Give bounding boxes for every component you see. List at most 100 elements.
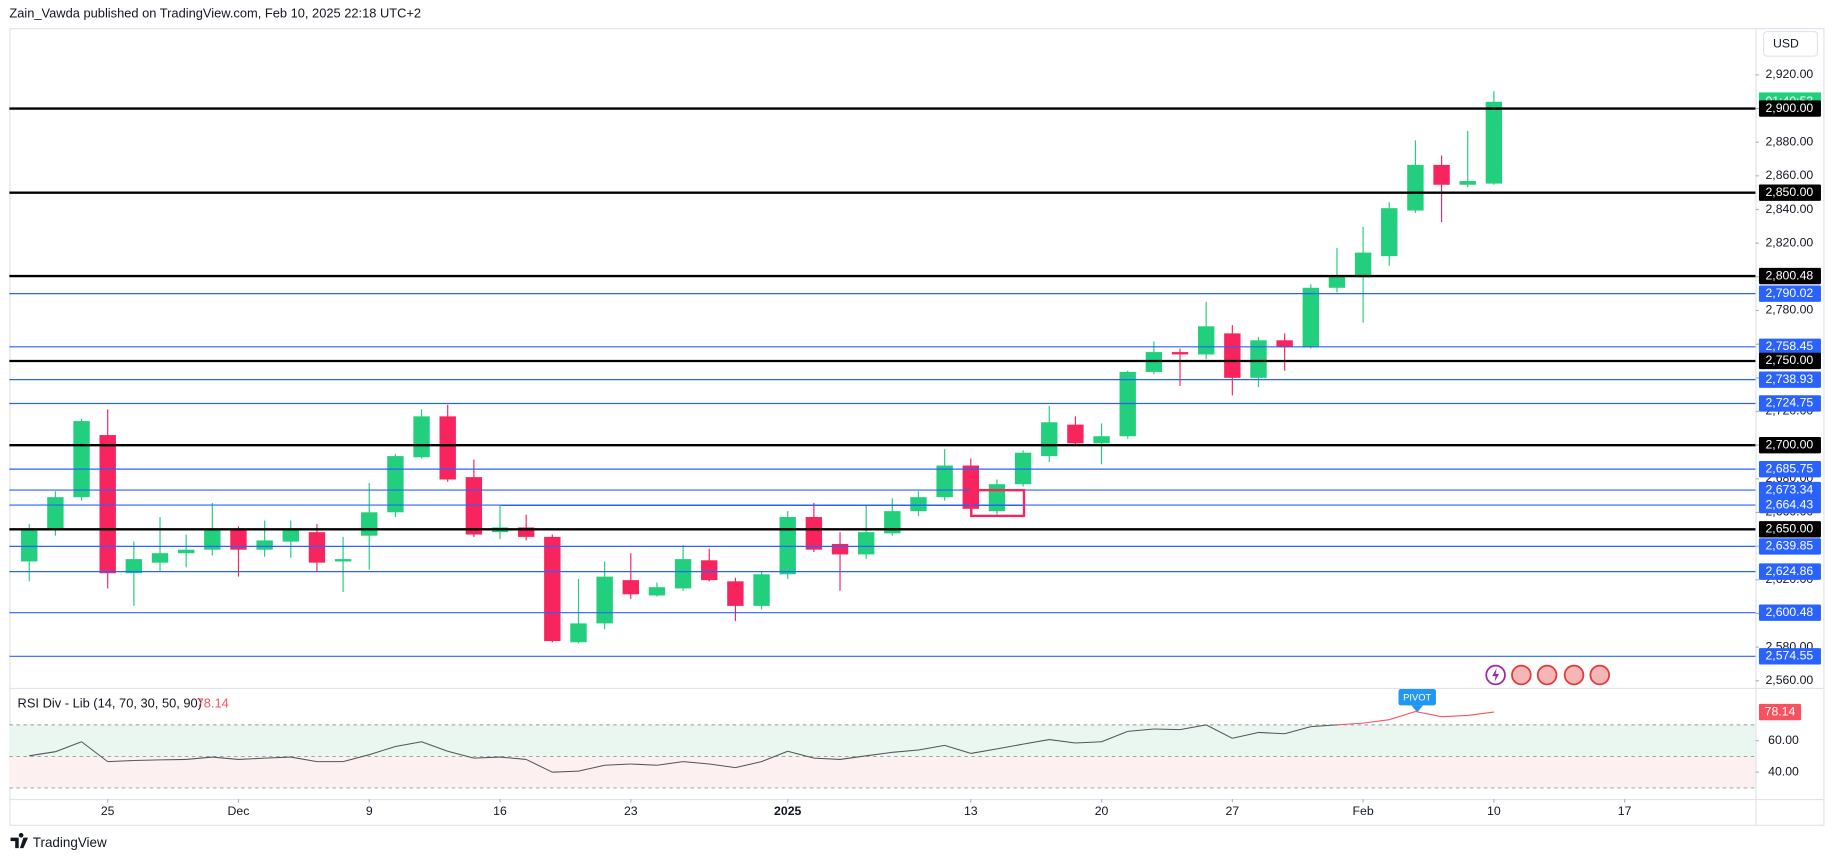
candle-body <box>988 484 1006 512</box>
level-tag <box>1758 481 1821 499</box>
rsi-line <box>421 741 448 752</box>
rsi-line <box>918 744 945 751</box>
rsi-line <box>1336 722 1364 726</box>
rsi-line <box>1284 726 1311 735</box>
candle-body <box>21 529 38 562</box>
candle-body <box>47 497 64 530</box>
rsi-line <box>238 757 265 760</box>
x-tick-label: 16 <box>493 804 507 818</box>
rsi-line <box>813 757 841 760</box>
level-tag <box>1758 184 1821 201</box>
y-tick-label: 2,880.00 <box>1765 134 1813 148</box>
frame <box>9 28 1825 826</box>
candle-body <box>1041 422 1058 457</box>
level-tag <box>1758 460 1821 478</box>
rsi-line <box>1049 739 1076 744</box>
candle-body <box>674 559 692 589</box>
rsi-line <box>1205 724 1233 739</box>
event-icon[interactable] <box>1511 664 1532 686</box>
rsi-line <box>787 750 815 759</box>
level-label: 2,624.86 <box>1765 564 1813 578</box>
candle-body <box>727 581 744 606</box>
plot <box>9 91 1756 789</box>
event-icon[interactable] <box>1589 664 1611 686</box>
rsi-line <box>107 760 134 763</box>
candle-body <box>204 529 221 550</box>
level-tag <box>1758 521 1821 538</box>
candle-body <box>570 623 587 643</box>
rsi-line <box>839 755 867 760</box>
level-tag <box>1758 496 1821 514</box>
x-tick-label: Feb <box>1353 804 1374 818</box>
rsi-line <box>369 745 396 756</box>
level-tag <box>1758 338 1821 355</box>
candle-body <box>465 477 483 535</box>
logo <box>10 832 29 849</box>
rsi-line <box>552 770 579 773</box>
rsi-line <box>55 741 82 753</box>
rsi-value-label: 78.14 <box>1765 704 1796 718</box>
candle-body <box>1250 340 1267 378</box>
level-label: 2,738.93 <box>1765 372 1813 386</box>
x-tick-label: 2025 <box>774 804 801 818</box>
level-label: 2,750.00 <box>1765 353 1813 367</box>
candle-body <box>517 527 535 537</box>
pivot-label: PIVOT <box>1403 692 1431 702</box>
candle-body <box>308 532 326 563</box>
rsi-line <box>1415 710 1442 718</box>
rsi-line <box>1232 731 1259 739</box>
y-tick-label: 2,820.00 <box>1765 235 1813 249</box>
currency-button[interactable] <box>1763 31 1819 57</box>
x-tick-label: 20 <box>1095 804 1109 818</box>
candle-body <box>1276 340 1293 348</box>
candle-body <box>151 553 169 563</box>
candle-body <box>1328 277 1346 288</box>
pivot-pointer <box>1411 705 1424 713</box>
candle-body <box>753 574 770 606</box>
x-tick-label: 27 <box>1226 804 1240 818</box>
candle-body <box>544 536 561 642</box>
drawings <box>500 488 1026 518</box>
level-label: 2,700.00 <box>1765 437 1813 451</box>
rsi-y-tick-label: 60.00 <box>1768 733 1799 747</box>
rsi-line <box>761 750 788 763</box>
candle-body <box>936 465 953 498</box>
rsi-line <box>866 751 893 757</box>
candle-body <box>361 512 378 536</box>
y-tick-label: 2,860.00 <box>1765 168 1813 182</box>
level-label: 2,724.75 <box>1765 396 1813 410</box>
level-label: 2,685.75 <box>1765 461 1813 475</box>
level-label: 2,758.45 <box>1765 339 1813 353</box>
level-label: 2,650.00 <box>1765 522 1813 536</box>
y-tick-label: 2,780.00 <box>1765 303 1813 317</box>
rsi-line <box>1441 714 1468 718</box>
event-icon[interactable] <box>1536 664 1558 686</box>
rsi-zone <box>9 724 1756 757</box>
x-tick-label: 10 <box>1487 804 1501 818</box>
candle-body <box>884 511 901 534</box>
level-label: 2,900.00 <box>1765 101 1813 115</box>
rsi-y-tick-label: 40.00 <box>1768 764 1799 778</box>
x-tick-label: 17 <box>1618 804 1632 818</box>
candle-body <box>177 549 195 554</box>
candle-body <box>1381 208 1398 257</box>
level-label: 2,664.43 <box>1765 497 1813 511</box>
level-tag <box>1758 648 1821 665</box>
event-icon[interactable] <box>1563 664 1585 686</box>
footer-brand: TradingView <box>33 835 107 850</box>
candle-body <box>1067 424 1084 444</box>
rsi-line <box>342 754 370 763</box>
rsi-line <box>578 764 605 772</box>
rsi-line <box>264 756 291 759</box>
rsi-line <box>447 750 474 759</box>
rsi-value-tag <box>1758 703 1802 721</box>
x-tick-label: 9 <box>366 804 373 818</box>
rsi-line <box>212 756 239 760</box>
level-label: 2,600.48 <box>1765 605 1813 619</box>
rsi-line <box>709 763 736 769</box>
level-tag <box>1758 371 1821 388</box>
candle-body <box>125 559 143 574</box>
rsi-line <box>656 761 684 766</box>
rsi-line <box>970 748 998 754</box>
